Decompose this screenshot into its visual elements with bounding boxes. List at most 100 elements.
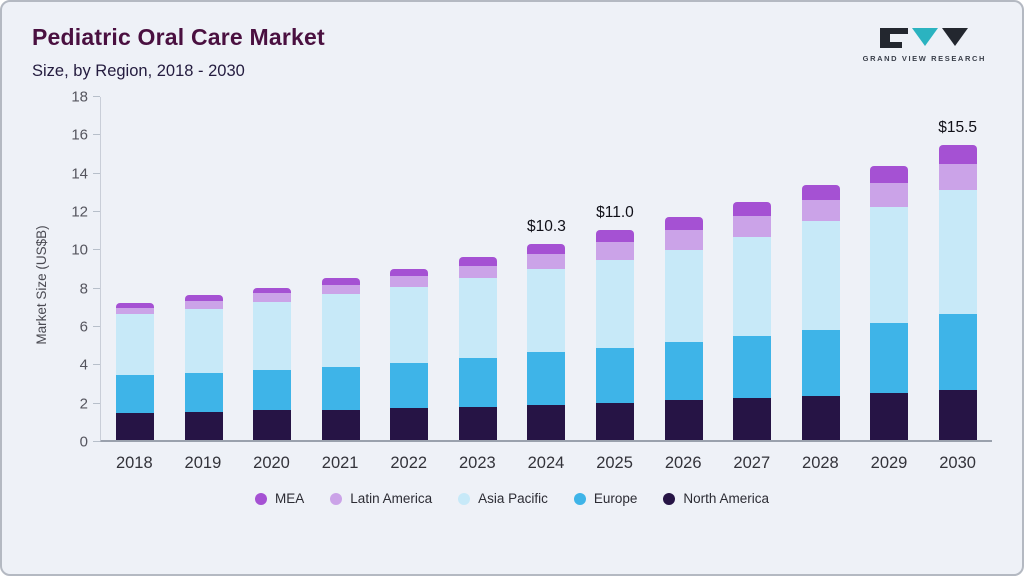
bar-2023 bbox=[444, 97, 513, 440]
segment-asia-pacific bbox=[321, 294, 360, 367]
segment-europe bbox=[801, 329, 840, 397]
y-tick-16: 16 bbox=[71, 126, 88, 144]
segment-mea bbox=[184, 295, 223, 301]
segment-latin-america bbox=[938, 163, 977, 191]
segment-north-america bbox=[253, 410, 292, 440]
y-tick-mark bbox=[93, 96, 100, 97]
segment-asia-pacific bbox=[527, 268, 566, 353]
bar-2027 bbox=[718, 97, 787, 440]
legend-label: MEA bbox=[275, 491, 305, 506]
y-tick-mark bbox=[93, 441, 100, 442]
y-tick-mark bbox=[93, 287, 100, 289]
bar-2020 bbox=[238, 97, 307, 440]
segment-mea bbox=[116, 302, 155, 308]
bar-2030: $15.5 bbox=[923, 97, 992, 440]
segment-europe bbox=[116, 375, 155, 414]
segment-europe bbox=[733, 336, 772, 399]
legend-item-north-america: North America bbox=[663, 491, 769, 506]
segment-north-america bbox=[595, 402, 634, 440]
gvr-logo-icon bbox=[880, 28, 969, 48]
header-titles: Pediatric Oral Care Market Size, by Regi… bbox=[32, 24, 325, 81]
segment-north-america bbox=[733, 398, 772, 440]
segment-europe bbox=[458, 358, 497, 407]
value-label-2024: $10.3 bbox=[527, 217, 566, 235]
y-tick-mark bbox=[93, 172, 100, 174]
x-label-2018: 2018 bbox=[115, 454, 153, 472]
segment-north-america bbox=[870, 393, 909, 440]
segment-latin-america bbox=[664, 230, 703, 251]
segment-latin-america bbox=[458, 265, 497, 279]
segment-latin-america bbox=[321, 284, 360, 295]
y-tick-0: 0 bbox=[79, 433, 88, 451]
y-tick-2: 2 bbox=[79, 395, 88, 413]
y-tick-mark bbox=[93, 134, 100, 136]
stacked-bar bbox=[458, 257, 497, 440]
bar-2018 bbox=[101, 97, 170, 440]
segment-north-america bbox=[801, 396, 840, 440]
y-tick-8: 8 bbox=[79, 280, 88, 298]
segment-north-america bbox=[527, 404, 566, 440]
segment-europe bbox=[595, 347, 634, 403]
legend-dot bbox=[330, 492, 343, 505]
stacked-bar bbox=[116, 302, 155, 440]
segment-latin-america bbox=[870, 182, 909, 207]
y-tick-14: 14 bbox=[71, 165, 88, 183]
legend: MEA Latin America Asia Pacific Europe North … bbox=[2, 491, 1022, 506]
bar-2021 bbox=[307, 97, 376, 440]
segment-mea bbox=[253, 287, 292, 294]
segment-mea bbox=[870, 165, 909, 183]
y-tick-4: 4 bbox=[79, 356, 88, 374]
y-tick-18: 18 bbox=[71, 88, 88, 106]
header: Pediatric Oral Care Market Size, by Regi… bbox=[2, 2, 1022, 81]
segment-latin-america bbox=[184, 300, 223, 309]
bar-2019 bbox=[170, 97, 239, 440]
bar-2029 bbox=[855, 97, 924, 440]
legend-label: Asia Pacific bbox=[478, 491, 548, 506]
legend-item-europe: Europe bbox=[573, 491, 638, 506]
x-label-2028: 2028 bbox=[802, 454, 839, 472]
legend-dot bbox=[573, 492, 586, 505]
segment-latin-america bbox=[733, 216, 772, 238]
legend-dot bbox=[458, 492, 471, 505]
segment-mea bbox=[527, 243, 566, 255]
segment-north-america bbox=[390, 407, 429, 440]
segment-asia-pacific bbox=[801, 220, 840, 330]
stacked-bar bbox=[184, 295, 223, 440]
legend-label: Europe bbox=[593, 491, 638, 506]
segment-asia-pacific bbox=[458, 278, 497, 359]
x-axis-labels: 2018 2019 2020 2021 2022 2023 2024 2025 2026 2027… bbox=[100, 442, 992, 473]
segment-europe bbox=[870, 322, 909, 394]
segment-asia-pacific bbox=[184, 308, 223, 374]
y-tick-6: 6 bbox=[79, 318, 88, 336]
segment-north-america bbox=[664, 400, 703, 440]
stacked-bar bbox=[733, 201, 772, 440]
logo-text: GRAND VIEW RESEARCH bbox=[862, 54, 986, 63]
segment-asia-pacific bbox=[390, 286, 429, 363]
y-tick-mark bbox=[93, 211, 100, 212]
stacked-bar bbox=[321, 278, 360, 440]
bar-2022 bbox=[375, 97, 444, 440]
legend-item-mea: MEA bbox=[255, 491, 304, 506]
legend-dot bbox=[663, 492, 676, 505]
stacked-bar bbox=[253, 287, 292, 440]
stacked-bar bbox=[595, 230, 634, 440]
page-subtitle: Size, by Region, 2018 - 2030 bbox=[32, 62, 245, 80]
y-tick-12: 12 bbox=[71, 203, 88, 221]
legend-dot bbox=[255, 492, 268, 505]
segment-asia-pacific bbox=[733, 237, 772, 337]
segment-asia-pacific bbox=[595, 259, 634, 348]
stacked-bar bbox=[664, 217, 703, 440]
segment-north-america bbox=[458, 406, 497, 440]
bar-2026 bbox=[649, 97, 718, 440]
segment-north-america bbox=[116, 413, 155, 440]
chart: Market Size (US$B) $10.3 $11.0 $15.5 0 2 4 6 8… bbox=[32, 89, 992, 473]
segment-latin-america bbox=[527, 254, 566, 269]
segment-mea bbox=[390, 268, 429, 277]
x-label-2029: 2029 bbox=[870, 454, 908, 472]
y-tick-10: 10 bbox=[71, 241, 88, 259]
stacked-bar bbox=[870, 165, 909, 440]
segment-mea bbox=[664, 217, 703, 231]
segment-europe bbox=[938, 314, 977, 391]
segment-europe bbox=[390, 362, 429, 408]
y-tick-mark bbox=[93, 326, 100, 327]
